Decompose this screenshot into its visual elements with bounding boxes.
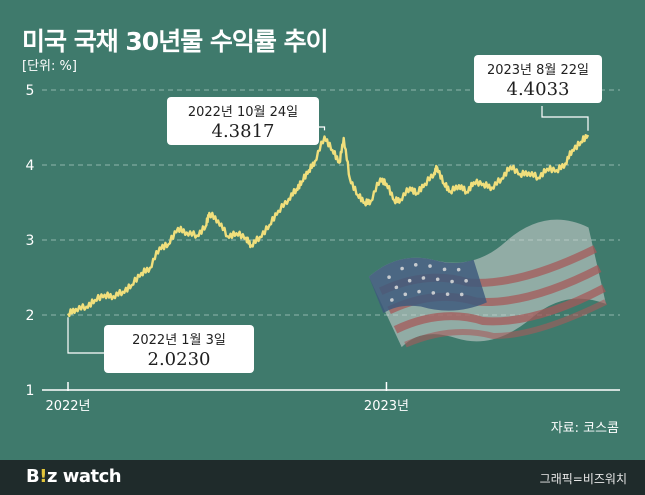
source-note: 자료: 코스콤	[550, 421, 619, 436]
callout-date: 2022년 1월 3일	[132, 333, 226, 348]
unit-label: [단위: %]	[22, 59, 77, 74]
us-flag-icon	[368, 219, 608, 348]
y-tick-label: 3	[26, 233, 35, 249]
x-axis: 2022년 2023년	[42, 382, 620, 414]
series-line	[66, 134, 590, 318]
callout-value: 4.3817	[211, 121, 275, 142]
callout-value: 2.0230	[147, 349, 211, 370]
series-lines	[66, 134, 590, 318]
callout-2022-01-03: 2022년 1월 3일 2.0230	[104, 325, 254, 373]
y-tick-label: 1	[26, 383, 35, 399]
footer-bar: B!z watch 그래픽=비즈워치	[0, 460, 645, 495]
y-tick-label: 5	[26, 83, 35, 99]
callout-2022-10-24: 2022년 10월 24일 4.3817	[167, 97, 319, 145]
chart-title: 미국 국채 30년물 수익률 추이	[22, 27, 329, 56]
line-chart: 1 2 3 4 5 2022년 2023년	[26, 83, 620, 414]
callout-2023-08-22: 2023년 8월 22일 4.4033	[474, 55, 602, 103]
callout-date: 2023년 8월 22일	[486, 63, 590, 78]
callout-date: 2022년 10월 24일	[187, 105, 299, 120]
graphic-credit: 그래픽=비즈워치	[539, 472, 627, 486]
leader-line	[541, 106, 589, 131]
leader-line	[67, 317, 104, 354]
brand-logo: B!z watch	[26, 466, 122, 487]
callout-value: 4.4033	[506, 79, 570, 100]
x-tick-label: 2023년	[364, 399, 409, 414]
y-tick-label: 2	[26, 308, 35, 324]
x-tick-label: 2022년	[45, 399, 90, 414]
y-tick-label: 4	[26, 158, 35, 174]
